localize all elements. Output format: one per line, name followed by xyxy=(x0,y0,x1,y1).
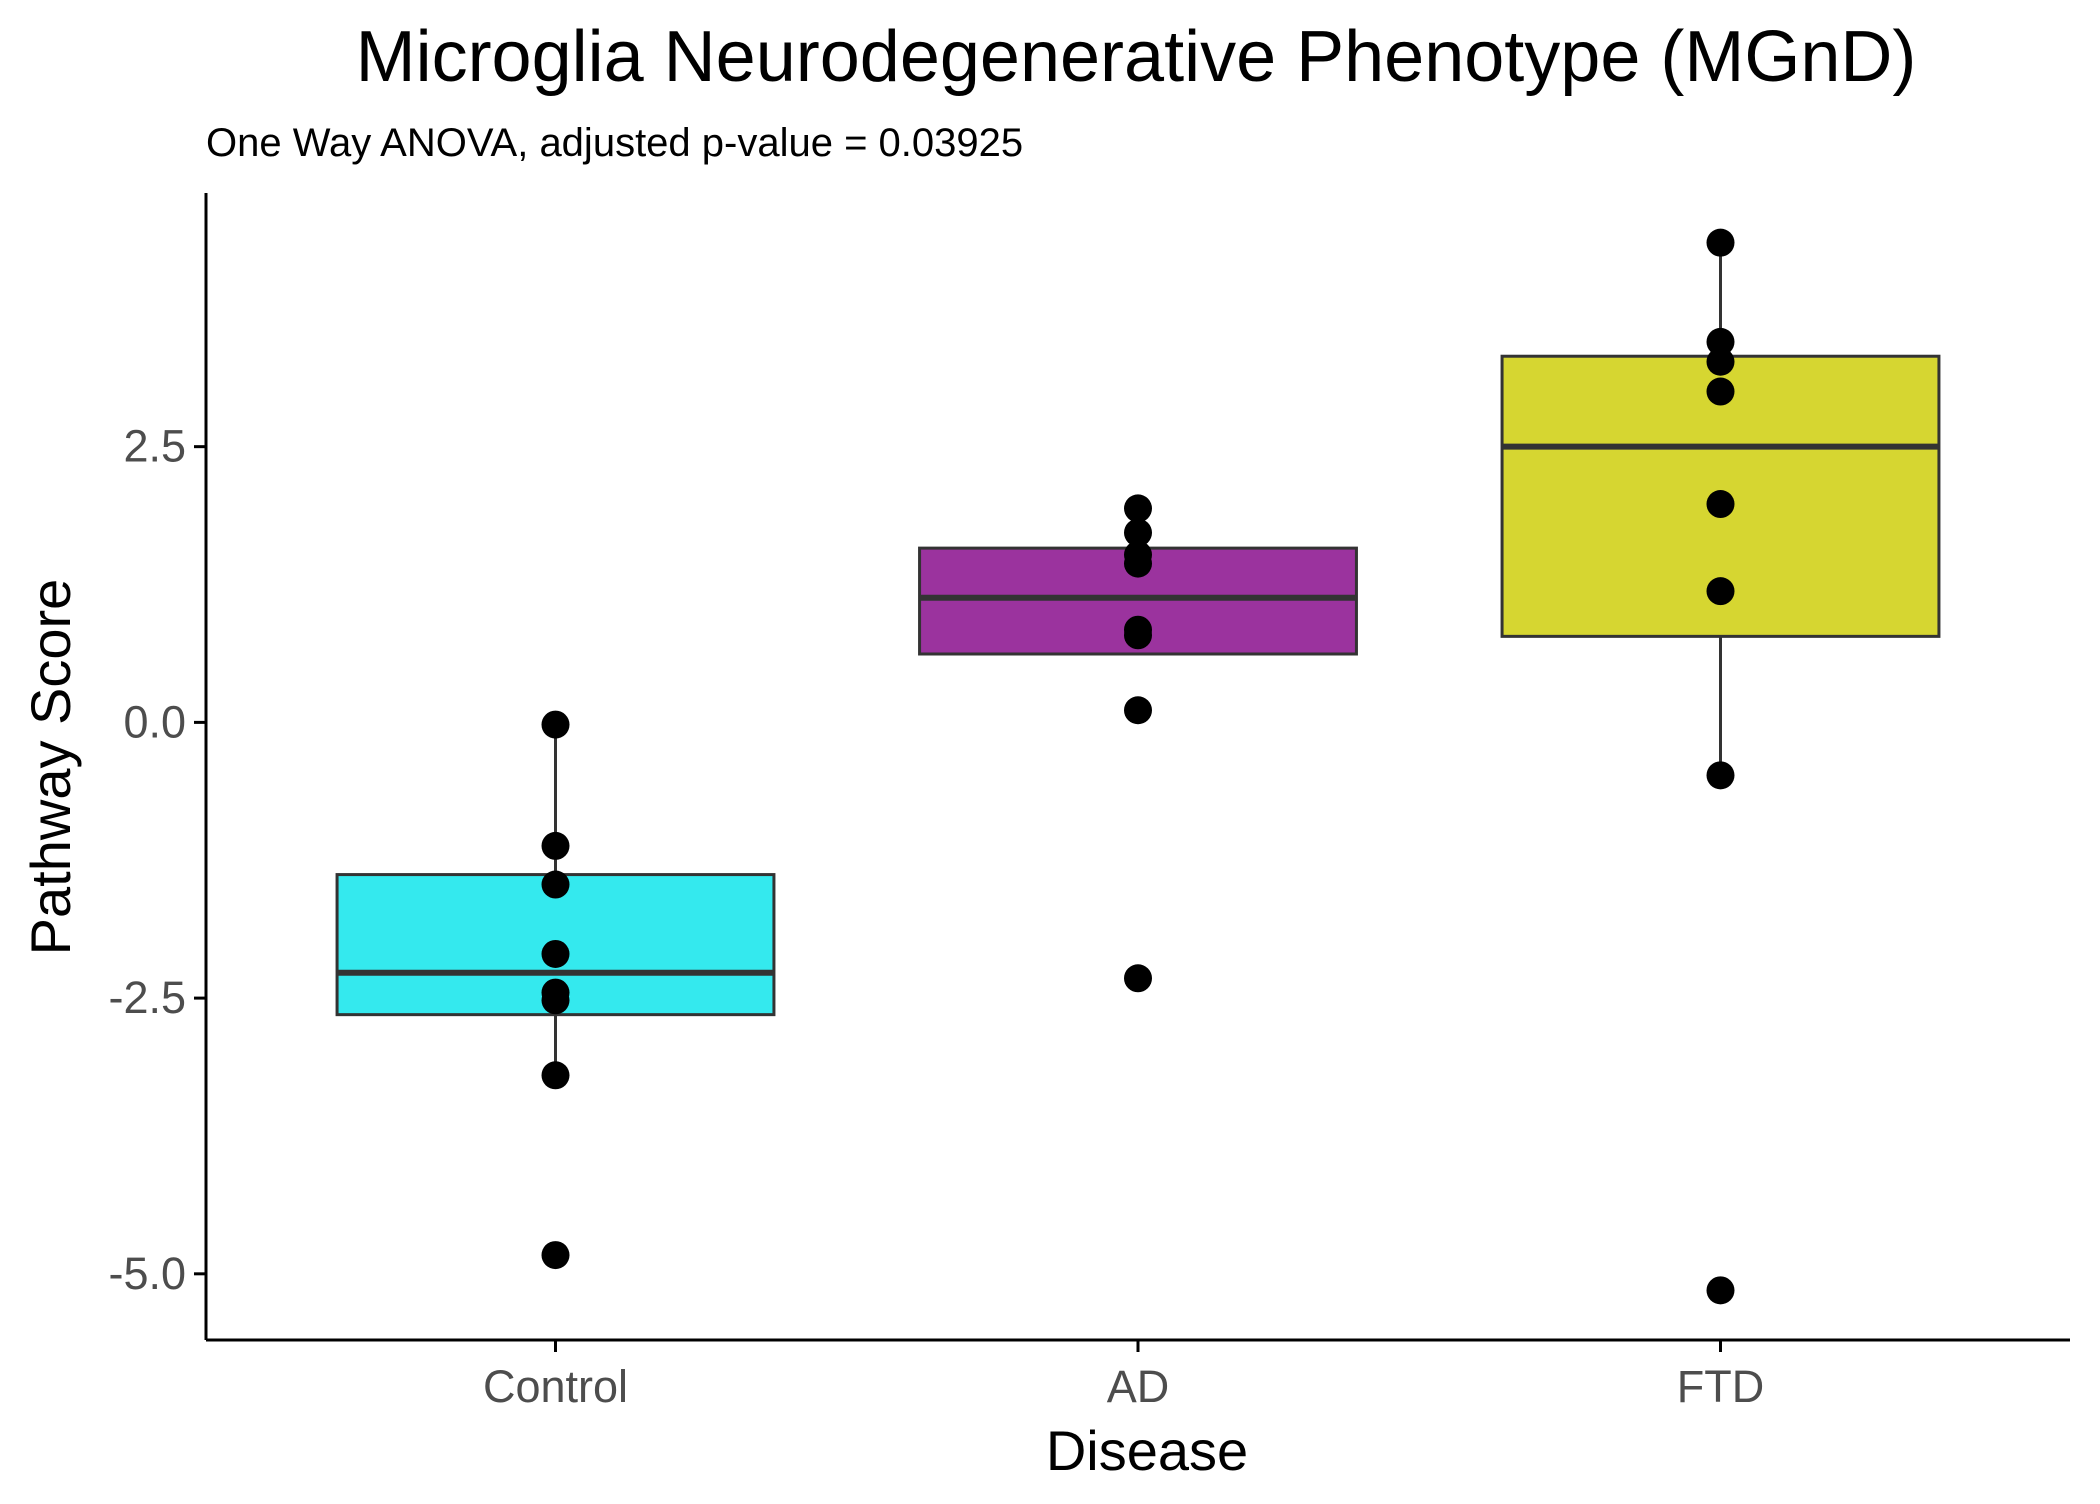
x-tick-label-ftd: FTD xyxy=(1677,1361,1764,1412)
data-point-control-7 xyxy=(541,1061,570,1090)
data-point-control-6 xyxy=(541,986,570,1015)
chart-title: Microglia Neurodegenerative Phenotype (M… xyxy=(356,17,1917,97)
data-point-ad-1 xyxy=(1124,494,1152,523)
data-point-ad-7 xyxy=(1124,696,1152,725)
data-point-ad-2 xyxy=(1124,518,1152,547)
data-point-ftd-4 xyxy=(1706,377,1735,406)
data-point-control-1 xyxy=(541,710,570,739)
data-point-control-3 xyxy=(541,870,570,899)
box-group-control xyxy=(335,724,776,1076)
x-tick-label-control: Control xyxy=(483,1361,628,1412)
data-point-ftd-2 xyxy=(1706,327,1735,356)
data-point-ad-4 xyxy=(1124,549,1152,578)
y-tick-label: 2.5 xyxy=(123,421,186,472)
y-axis-label: Pathway Score xyxy=(19,579,82,956)
data-point-ftd-6 xyxy=(1706,577,1735,606)
data-point-ftd-5 xyxy=(1706,490,1735,519)
data-point-ftd-8 xyxy=(1706,1276,1735,1305)
data-point-ftd-7 xyxy=(1706,761,1735,790)
plot-area xyxy=(335,228,1941,1305)
data-point-ad-6 xyxy=(1124,621,1152,650)
data-point-ftd-1 xyxy=(1706,228,1735,257)
axes: -5.0 -2.5 0.0 2.5 Control AD FTD xyxy=(108,421,1764,1412)
y-tick-label: 0.0 xyxy=(123,696,186,747)
data-point-control-4 xyxy=(541,939,570,968)
x-tick-label-ad: AD xyxy=(1107,1361,1170,1412)
chart-subtitle: One Way ANOVA, adjusted p-value = 0.0392… xyxy=(206,121,1023,165)
y-tick-label: -5.0 xyxy=(108,1248,186,1299)
data-point-control-8 xyxy=(541,1241,570,1270)
y-tick-label: -2.5 xyxy=(108,972,186,1023)
data-point-ad-8 xyxy=(1124,964,1152,993)
data-point-control-2 xyxy=(541,831,570,860)
data-point-ftd-3 xyxy=(1706,347,1735,376)
x-axis-label: Disease xyxy=(1046,1419,1248,1482)
